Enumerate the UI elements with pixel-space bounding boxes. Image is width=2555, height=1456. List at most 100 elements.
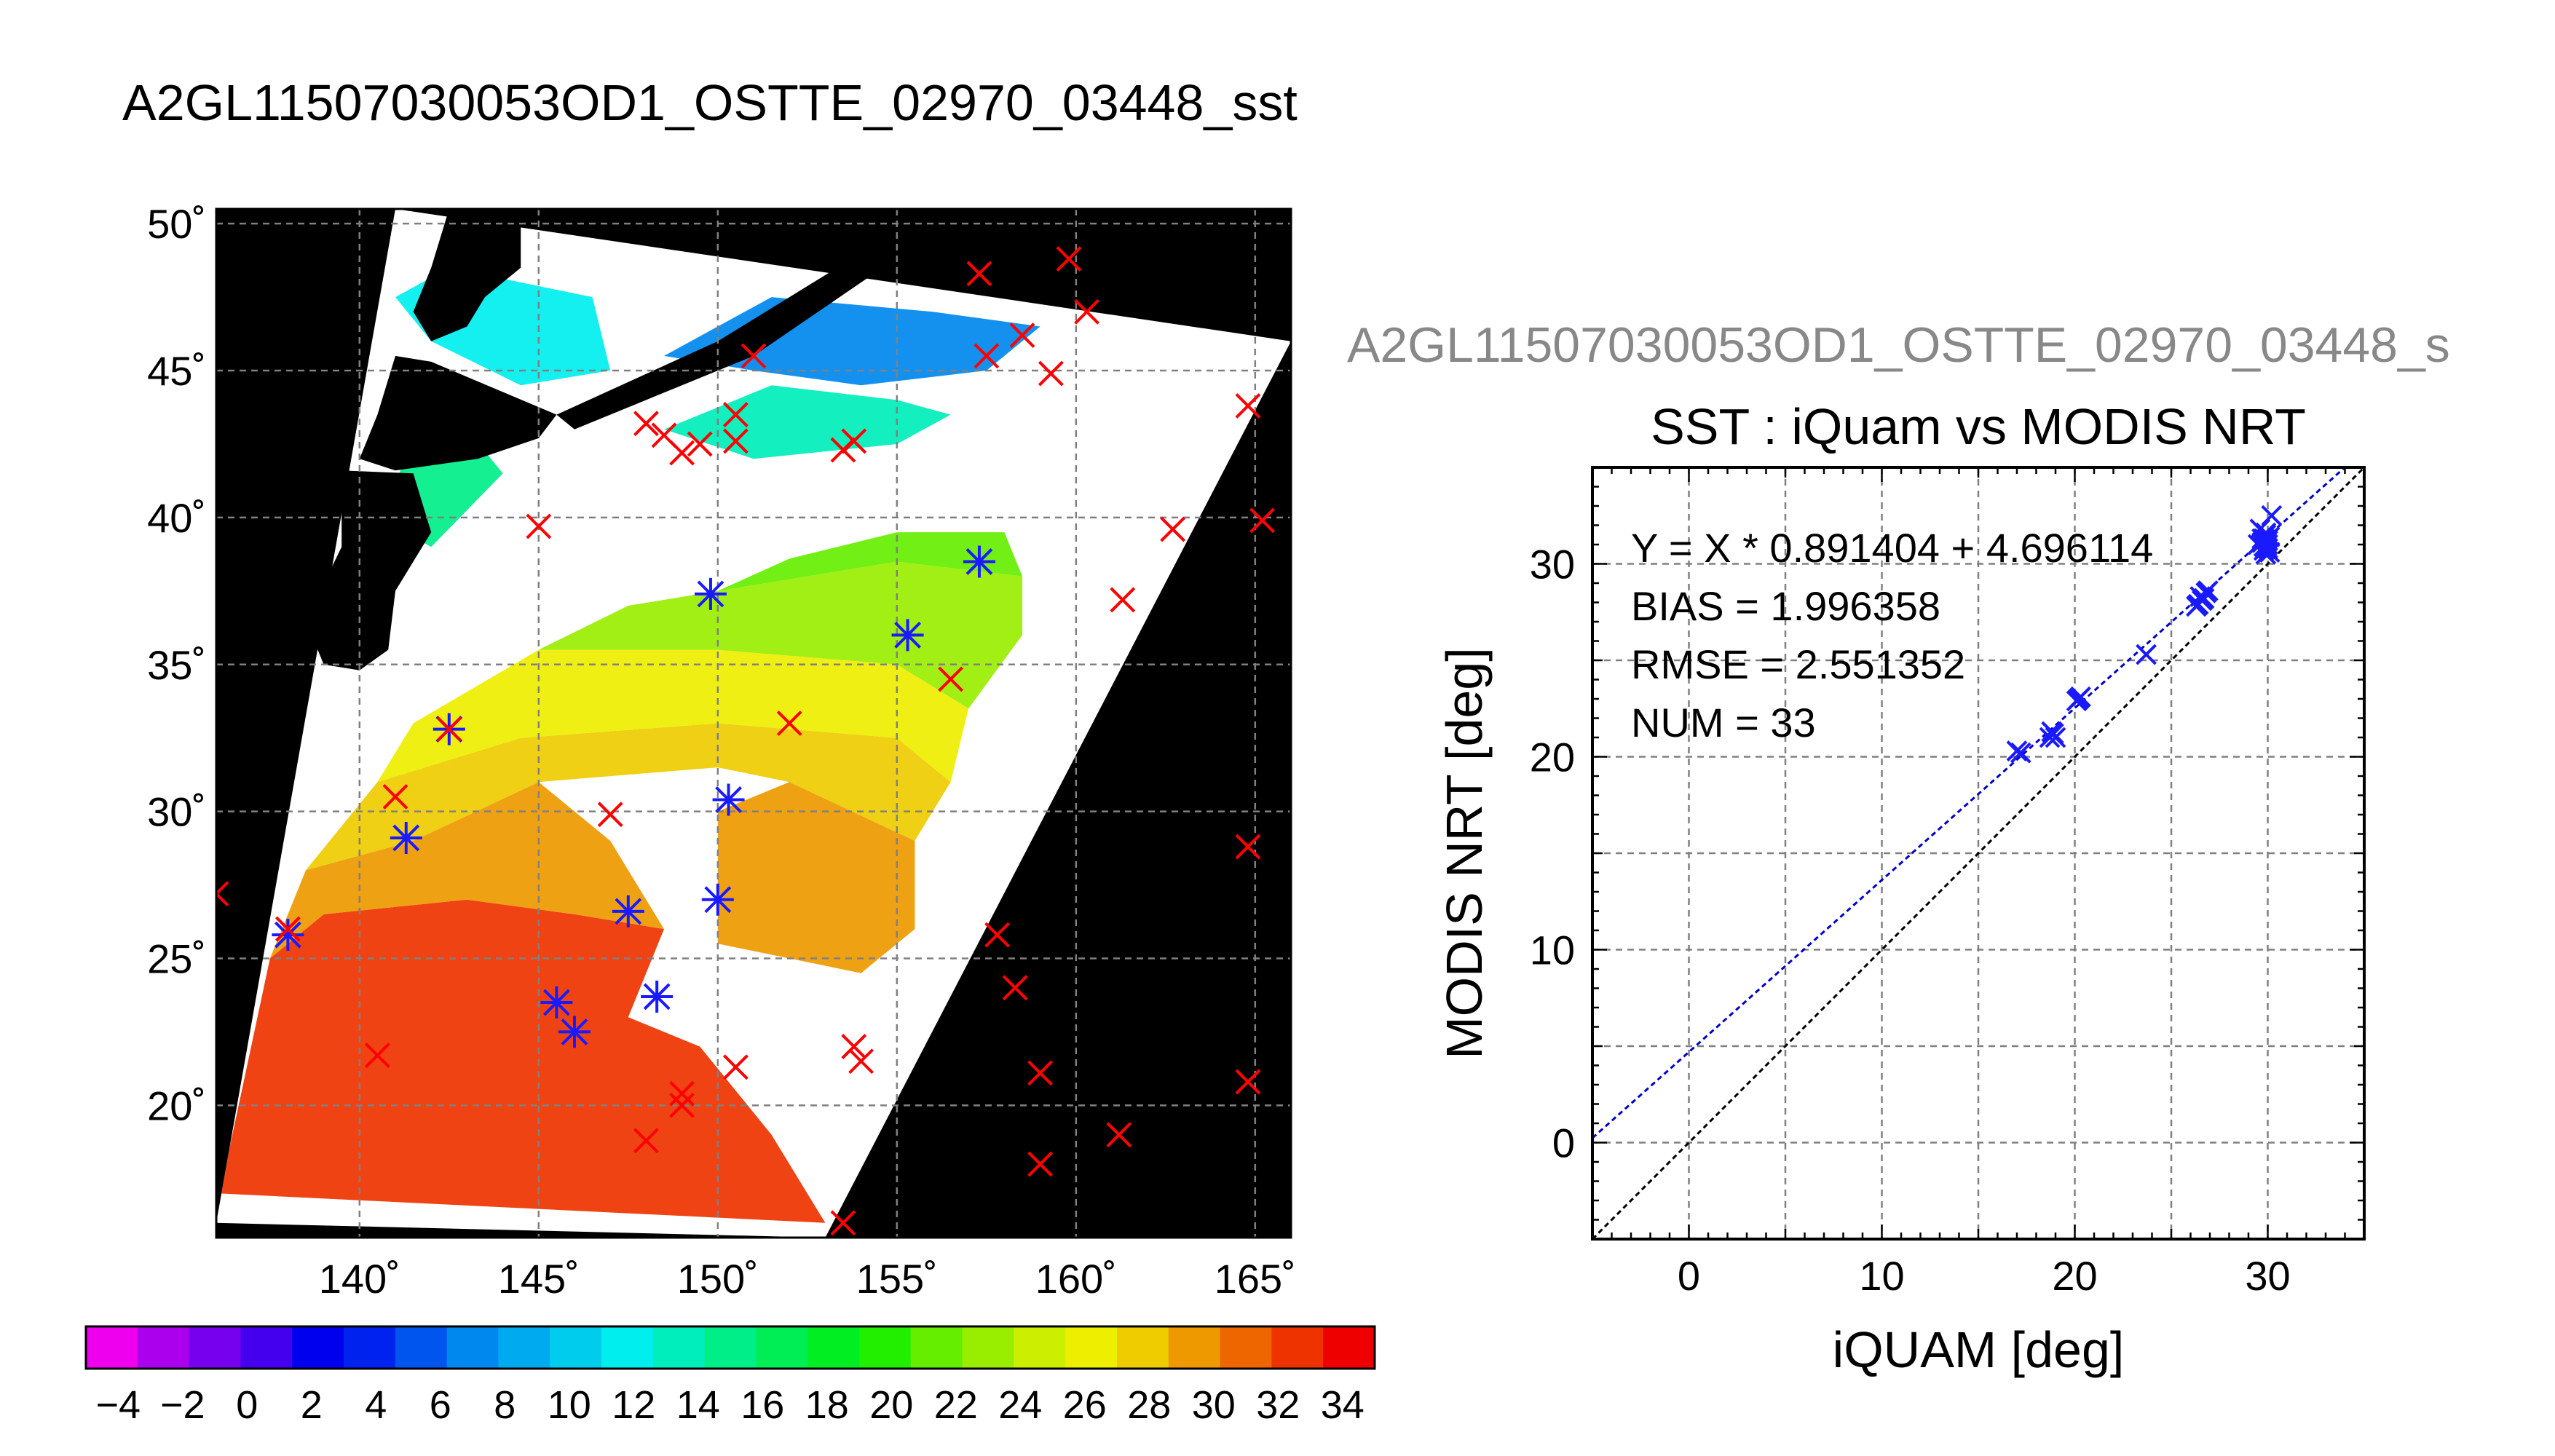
valid-matchup-marker: [558, 1016, 591, 1048]
colorbar-tick-label: 4: [365, 1383, 387, 1427]
annotation-bias: BIAS = 1.996358: [1631, 583, 1940, 629]
colorbar-tick-label: 22: [934, 1383, 978, 1427]
colorbar-tick-label: 10: [548, 1383, 591, 1427]
sst-field-region: [306, 723, 951, 871]
matchup-marker: [974, 343, 1000, 369]
comparison-y-tick-label: 30: [1530, 542, 1575, 587]
valid-matchup-marker: [694, 577, 727, 610]
sst-field-region: [219, 899, 826, 1223]
colorbar-cell: [859, 1326, 912, 1369]
land-mass: [306, 470, 432, 670]
colorbar-cell: [344, 1326, 396, 1369]
colorbar-cell: [1220, 1326, 1272, 1369]
matchup-marker: [848, 1048, 874, 1075]
map-x-tick-label: 140˚: [319, 1256, 400, 1302]
comparison-x-tick-label: 30: [2245, 1253, 2290, 1299]
colorbar-cell: [240, 1326, 293, 1369]
comparison-y-tick-label: 20: [1530, 735, 1575, 780]
colorbar-tick-label: 16: [741, 1383, 784, 1427]
matchup-marker: [966, 261, 992, 287]
matchup-marker: [1027, 1151, 1054, 1177]
valid-matchup-marker: [641, 980, 674, 1013]
colorbar-tick-label: 32: [1256, 1383, 1300, 1427]
comparison-point: [2066, 690, 2088, 712]
map-y-tick-labels: 20˚ 25˚ 30˚ 35˚ 40˚ 45˚ 50˚: [147, 201, 206, 1128]
colorbar-tick-label: 2: [301, 1383, 323, 1427]
comparison-x-tick-label: 10: [1859, 1253, 1904, 1299]
land-masses: [306, 209, 969, 670]
colorbar-cell: [601, 1326, 654, 1369]
map-y-tick-label: 25˚: [147, 935, 206, 981]
matchup-marker: [669, 1080, 695, 1107]
matchup-marker: [1110, 587, 1136, 613]
colorbar-cell: [86, 1326, 138, 1369]
colorbar-tick-label: 12: [612, 1383, 655, 1427]
colorbar-cell: [550, 1326, 602, 1369]
matchup-marker: [382, 784, 408, 810]
map-frame: [215, 207, 1292, 1239]
colorbar-frame: [84, 1325, 1376, 1370]
valid-matchup-marker: [390, 821, 422, 854]
matchup-marker: [984, 922, 1010, 948]
matchup-marker: [1249, 507, 1276, 534]
colorbar-cell: [446, 1326, 499, 1369]
matchup-marker: [722, 428, 749, 454]
colorbar-cell: [704, 1326, 757, 1369]
map-x-tick-label: 165˚: [1215, 1256, 1296, 1302]
matchup-marker: [841, 428, 867, 454]
comparison-frame: [1591, 466, 2366, 1241]
matchup-marker: [526, 513, 552, 539]
matchup-marker: [1002, 975, 1028, 1001]
comparison-point: [2041, 721, 2063, 743]
colorbar-cell: [189, 1326, 241, 1369]
matchup-marker: [722, 1054, 749, 1080]
comparison-point: [2010, 742, 2031, 764]
valid-matchup-marker: [963, 545, 995, 578]
colorbar-tick-label: 26: [1063, 1383, 1107, 1427]
colorbar-tick-label: 8: [494, 1383, 516, 1427]
colorbar-cell: [1117, 1326, 1169, 1369]
matchup-marker: [669, 1092, 695, 1118]
matchup-marker: [1074, 298, 1099, 325]
map-y-tick-label: 20˚: [147, 1083, 206, 1128]
valid-matchup-marker: [540, 986, 573, 1019]
matchup-marker: [669, 440, 695, 466]
valid-matchup-marker: [701, 883, 734, 916]
matchup-marker: [741, 343, 767, 369]
colorbar-cell: [498, 1326, 550, 1369]
comparison-x-tick-label: 0: [1678, 1253, 1700, 1299]
matchup-marker: [1235, 393, 1261, 419]
regression-line: [1592, 467, 2347, 1139]
map-x-tick-label: 155˚: [856, 1256, 938, 1302]
sst-field-region: [717, 532, 1022, 591]
figure-title: A2GL11507030053OD1_OSTTE_02970_03448_sst: [122, 74, 1298, 131]
colorbar-cells: [86, 1326, 1375, 1369]
comparison-file-title: A2GL11507030053OD1_OSTTE_02970_03448_s: [1347, 317, 2450, 373]
sst-field-region: [538, 561, 1022, 709]
valid-matchup-marker: [891, 619, 924, 652]
comparison-y-tick-labels: 0 10 20 30: [1530, 542, 1575, 1166]
matchup-marker: [1056, 246, 1082, 272]
comparison-title: SST : iQuam vs MODIS NRT: [1651, 398, 2306, 455]
comparison-point: [2136, 644, 2157, 665]
matchup-marker: [1009, 323, 1035, 349]
matchup-marker: [776, 711, 802, 736]
matchup-marker: [633, 1128, 659, 1154]
comparison-y-tick-label: 0: [1552, 1120, 1575, 1166]
comparison-x-axis-label: iQUAM [deg]: [1833, 1321, 2125, 1378]
sst-map-panel: 140˚ 145˚ 150˚ 155˚ 160˚ 165˚ 20˚ 25˚ 30˚ 35˚ 40˚…: [147, 201, 1296, 1302]
matchup-marker: [1106, 1122, 1132, 1148]
colorbar-tick-label: 34: [1321, 1383, 1365, 1427]
map-x-tick-label: 150˚: [677, 1256, 759, 1302]
colorbar-tick-label: 20: [869, 1383, 913, 1427]
colorbar-cell: [1014, 1326, 1066, 1369]
comparison-scatter-panel: 0 10 20 30 0 10 20 30 Y = X * 0.891404 + 4.696…: [1436, 466, 2366, 1378]
colorbar-tick-label: 18: [805, 1383, 849, 1427]
map-y-tick-label: 30˚: [147, 789, 206, 835]
matchup-marker: [1160, 516, 1186, 542]
annotation-regression: Y = X * 0.891404 + 4.696114: [1631, 525, 2153, 571]
matchup-marker: [687, 431, 713, 457]
matchup-marker: [1235, 1069, 1261, 1095]
colorbar-cell: [1168, 1326, 1221, 1369]
comparison-point: [2261, 505, 2283, 526]
